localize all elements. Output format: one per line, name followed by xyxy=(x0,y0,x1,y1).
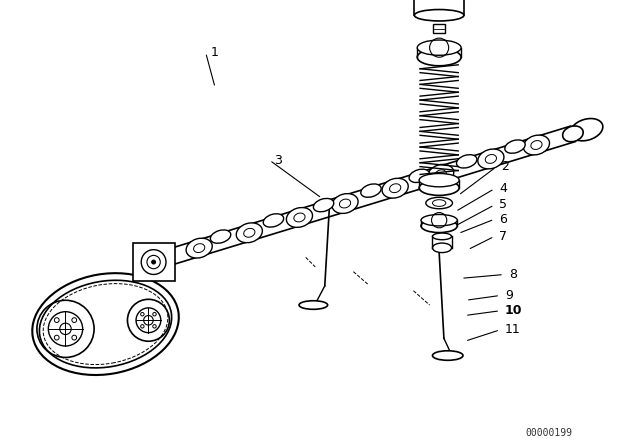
Ellipse shape xyxy=(419,180,459,195)
Ellipse shape xyxy=(421,215,457,226)
Ellipse shape xyxy=(409,169,429,182)
Ellipse shape xyxy=(211,230,231,243)
Ellipse shape xyxy=(414,9,464,21)
Text: 10: 10 xyxy=(505,304,522,317)
Ellipse shape xyxy=(426,197,452,209)
Ellipse shape xyxy=(433,243,452,253)
Text: 6: 6 xyxy=(499,213,507,226)
Ellipse shape xyxy=(417,40,461,55)
Ellipse shape xyxy=(236,223,262,243)
Text: 5: 5 xyxy=(499,198,507,211)
Ellipse shape xyxy=(32,273,179,375)
Ellipse shape xyxy=(570,119,603,141)
Text: 11: 11 xyxy=(505,323,521,336)
Ellipse shape xyxy=(478,149,504,169)
Text: 00000199: 00000199 xyxy=(525,428,573,439)
Ellipse shape xyxy=(361,184,381,197)
Text: 8: 8 xyxy=(509,268,516,281)
Ellipse shape xyxy=(456,155,477,168)
Ellipse shape xyxy=(563,126,583,142)
Ellipse shape xyxy=(433,351,463,360)
Ellipse shape xyxy=(428,164,454,184)
Ellipse shape xyxy=(263,214,284,227)
Ellipse shape xyxy=(433,200,446,207)
Ellipse shape xyxy=(299,301,328,309)
Ellipse shape xyxy=(421,219,457,233)
Ellipse shape xyxy=(417,49,461,66)
Ellipse shape xyxy=(382,178,408,198)
Bar xyxy=(433,24,445,33)
Ellipse shape xyxy=(419,173,459,187)
Ellipse shape xyxy=(505,140,525,153)
Text: 9: 9 xyxy=(505,289,513,302)
Text: 1: 1 xyxy=(211,46,218,59)
Bar xyxy=(132,243,175,281)
Ellipse shape xyxy=(524,135,550,155)
Ellipse shape xyxy=(286,207,312,228)
Text: 3: 3 xyxy=(275,154,282,167)
Ellipse shape xyxy=(433,233,452,240)
Circle shape xyxy=(152,260,156,264)
Text: 4: 4 xyxy=(499,182,507,195)
Ellipse shape xyxy=(314,198,334,212)
Text: 7: 7 xyxy=(499,230,507,243)
Ellipse shape xyxy=(332,194,358,213)
Text: 2: 2 xyxy=(501,160,509,173)
Ellipse shape xyxy=(186,238,212,258)
